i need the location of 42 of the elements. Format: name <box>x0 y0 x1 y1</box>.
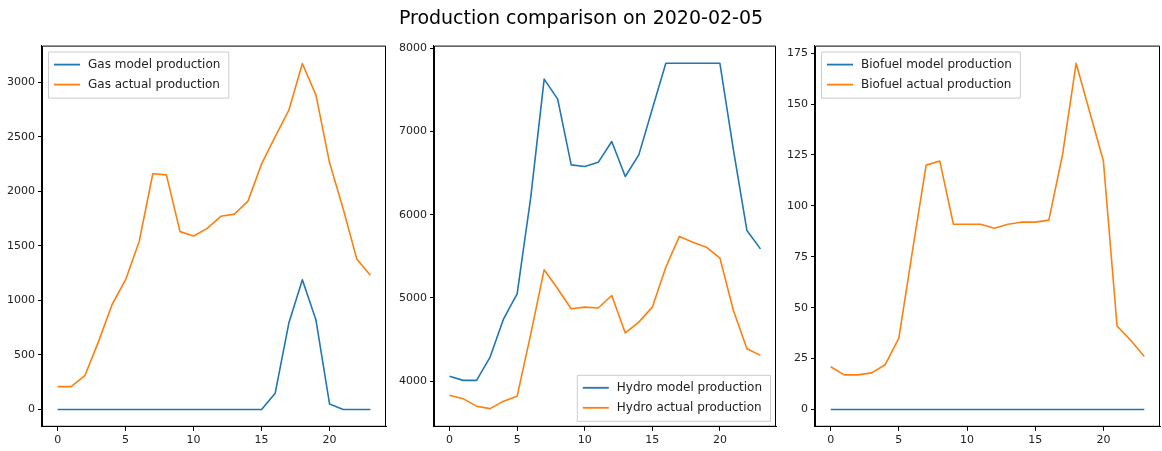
x-tick-label: 10 <box>577 433 592 447</box>
x-tick-label: 5 <box>895 433 903 447</box>
x-tick-label: 15 <box>645 433 660 447</box>
y-tick-label: 25 <box>794 351 808 365</box>
x-tick-label: 0 <box>827 433 835 447</box>
y-tick-label: 4000 <box>398 374 427 388</box>
y-tick-label: 1500 <box>6 238 35 252</box>
legend-label: Biofuel actual production <box>861 76 1012 91</box>
x-tick-label: 20 <box>712 433 727 447</box>
y-tick-label: 100 <box>787 198 808 212</box>
y-tick-label: 1000 <box>6 293 35 307</box>
x-tick-label: 20 <box>1096 433 1111 447</box>
y-tick-label: 175 <box>787 45 808 59</box>
x-tick-label: 0 <box>54 433 62 447</box>
y-tick-label: 2500 <box>6 129 35 143</box>
text: Production comparison on 2020-02-05 <box>397 6 765 28</box>
x-tick-label: 10 <box>960 433 975 447</box>
x-tick-label: 0 <box>446 433 454 447</box>
y-tick-label: 75 <box>794 249 808 263</box>
legend-label: Gas actual production <box>87 76 220 91</box>
legend-label: Gas model production <box>87 56 221 71</box>
y-tick-label: 0 <box>27 402 35 416</box>
y-tick-label: 8000 <box>398 41 427 55</box>
y-tick-label: 50 <box>794 300 808 314</box>
x-tick-label: 5 <box>122 433 130 447</box>
legend-label: Biofuel model production <box>861 56 1012 71</box>
y-tick-label: 150 <box>787 96 808 110</box>
x-tick-label: 5 <box>513 433 521 447</box>
y-tick-label: 6000 <box>398 207 427 221</box>
x-tick-label: 15 <box>1028 433 1043 447</box>
legend-label: Hydro model production <box>616 379 762 394</box>
y-tick-label: 3000 <box>6 74 35 88</box>
y-tick-label: 7000 <box>398 124 427 138</box>
y-tick-label: 500 <box>13 347 35 361</box>
y-tick-label: 5000 <box>398 290 427 304</box>
x-tick-label: 15 <box>254 433 269 447</box>
x-tick-label: 20 <box>322 433 337 447</box>
y-tick-label: 0 <box>801 402 808 416</box>
y-tick-label: 125 <box>787 147 808 161</box>
legend-label: Hydro actual production <box>616 399 762 414</box>
y-tick-label: 2000 <box>6 184 35 198</box>
x-tick-label: 10 <box>186 433 201 447</box>
